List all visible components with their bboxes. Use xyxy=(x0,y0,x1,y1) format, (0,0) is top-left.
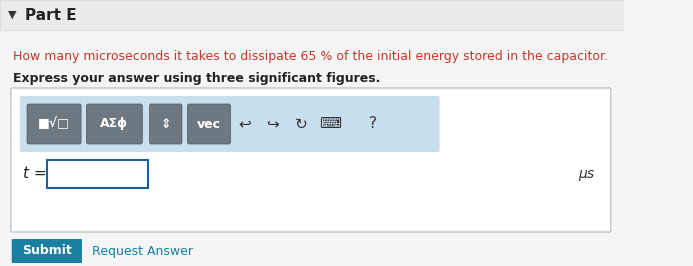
FancyBboxPatch shape xyxy=(12,239,82,263)
Text: ↪: ↪ xyxy=(265,117,279,131)
Text: ↻: ↻ xyxy=(295,117,307,131)
FancyBboxPatch shape xyxy=(0,0,624,30)
Text: Submit: Submit xyxy=(22,244,71,257)
FancyBboxPatch shape xyxy=(11,88,611,232)
Text: ■√□: ■√□ xyxy=(38,118,70,131)
Text: ?: ? xyxy=(369,117,377,131)
Text: Request Answer: Request Answer xyxy=(92,244,193,257)
FancyBboxPatch shape xyxy=(87,104,142,144)
Text: ↩: ↩ xyxy=(238,117,252,131)
Text: ⌨: ⌨ xyxy=(319,117,341,131)
Text: ▼: ▼ xyxy=(8,10,17,20)
Text: ⇕: ⇕ xyxy=(161,118,171,131)
FancyBboxPatch shape xyxy=(27,104,81,144)
Text: μs: μs xyxy=(579,167,595,181)
FancyBboxPatch shape xyxy=(20,96,439,152)
FancyBboxPatch shape xyxy=(187,104,231,144)
Text: Express your answer using three significant figures.: Express your answer using three signific… xyxy=(12,72,380,85)
FancyBboxPatch shape xyxy=(47,160,148,188)
Text: How many microseconds it takes to dissipate 65 % of the initial energy stored in: How many microseconds it takes to dissip… xyxy=(12,50,608,63)
Text: t =: t = xyxy=(24,167,47,181)
Text: AΣϕ: AΣϕ xyxy=(100,118,128,131)
FancyBboxPatch shape xyxy=(150,104,182,144)
Text: Part E: Part E xyxy=(25,7,77,23)
Text: vec: vec xyxy=(197,118,221,131)
